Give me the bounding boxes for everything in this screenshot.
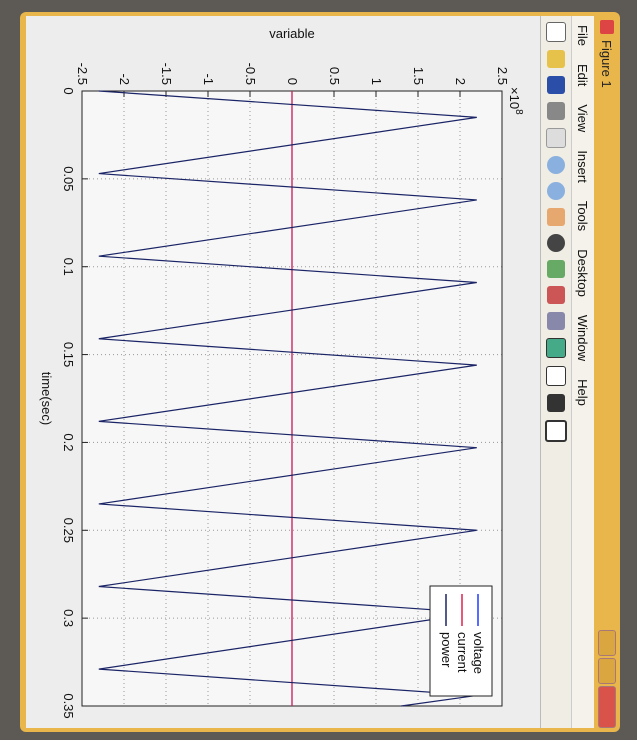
x-tick-label: 0.3 xyxy=(61,609,76,627)
menu-item[interactable]: File xyxy=(576,25,591,46)
pan[interactable] xyxy=(547,208,565,226)
close-button[interactable] xyxy=(598,686,616,728)
new-figure[interactable] xyxy=(546,22,566,42)
y-tick-label: -2 xyxy=(117,73,132,85)
menu-item[interactable]: Edit xyxy=(576,64,591,86)
legend-toggle[interactable] xyxy=(546,366,566,386)
y-tick-label: 1 xyxy=(369,78,384,85)
x-tick-label: 0.2 xyxy=(61,433,76,451)
y-tick-label: -2.5 xyxy=(75,63,90,85)
zoom-out[interactable] xyxy=(547,182,565,200)
data-cursor[interactable] xyxy=(547,260,565,278)
menu-item[interactable]: Desktop xyxy=(576,249,591,297)
x-tick-label: 0.15 xyxy=(61,342,76,367)
save[interactable] xyxy=(547,76,565,94)
print[interactable] xyxy=(547,102,565,120)
title-bar: Figure 1 xyxy=(594,16,620,728)
y-tick-label: 2 xyxy=(453,78,468,85)
x-axis-label: time(sec) xyxy=(39,372,54,425)
x-tick-label: 0.05 xyxy=(61,166,76,191)
menu-item[interactable]: View xyxy=(576,104,591,132)
minimize-button[interactable] xyxy=(598,630,616,656)
y-scale-exponent: 8 xyxy=(513,109,524,115)
y-tick-label: 0 xyxy=(285,78,300,85)
y-tick-label: 1.5 xyxy=(411,67,426,85)
menu-item[interactable]: Help xyxy=(576,379,591,406)
x-tick-label: 0.1 xyxy=(61,258,76,276)
colorbar[interactable] xyxy=(546,338,566,358)
y-tick-label: 2.5 xyxy=(495,67,510,85)
y-tick-label: -1.5 xyxy=(159,63,174,85)
menu-item[interactable]: Tools xyxy=(576,201,591,231)
menu-item[interactable]: Insert xyxy=(576,150,591,183)
window-icon xyxy=(600,20,614,34)
y-axis-label: variable xyxy=(269,26,315,41)
chart: -2.5 -2 -1.5 -1 -0.5 0 0.5 1 1.5 2 2.5 0 0.05 0.1 0.15… xyxy=(26,16,540,728)
show-tools[interactable] xyxy=(545,420,567,442)
y-scale-base: ×10 xyxy=(507,87,522,109)
maximize-button[interactable] xyxy=(598,658,616,684)
figure-window: Figure 1 File Edit View Insert Tools Desktop W… xyxy=(20,12,620,732)
brush[interactable] xyxy=(547,286,565,304)
toolbar xyxy=(540,16,572,728)
x-tick-label: 0 xyxy=(61,87,76,94)
window-title: Figure 1 xyxy=(600,40,615,88)
x-tick-label: 0.25 xyxy=(61,518,76,543)
legend-label: voltage xyxy=(471,632,486,674)
y-tick-label: -0.5 xyxy=(243,63,258,85)
legend-label: power xyxy=(439,632,454,668)
rotate[interactable] xyxy=(547,234,565,252)
zoom-in[interactable] xyxy=(547,156,565,174)
legend-label: current xyxy=(455,632,470,673)
y-scale-factor: ×108 xyxy=(507,87,524,115)
y-tick-label: 0.5 xyxy=(327,67,342,85)
link[interactable] xyxy=(547,312,565,330)
figure-area: -2.5 -2 -1.5 -1 -0.5 0 0.5 1 1.5 2 2.5 0 0.05 0.1 0.15… xyxy=(26,16,540,728)
hide-tools[interactable] xyxy=(547,394,565,412)
open-file[interactable] xyxy=(547,50,565,68)
screen: Figure 1 File Edit View Insert Tools Desktop W… xyxy=(0,0,637,740)
menu-bar: File Edit View Insert Tools Desktop Window Help xyxy=(572,16,594,728)
window-buttons xyxy=(598,630,616,728)
menu-item[interactable]: Window xyxy=(576,315,591,361)
x-tick-label: 0.35 xyxy=(61,693,76,718)
y-tick-label: -1 xyxy=(201,73,216,85)
edit-plot[interactable] xyxy=(546,128,566,148)
